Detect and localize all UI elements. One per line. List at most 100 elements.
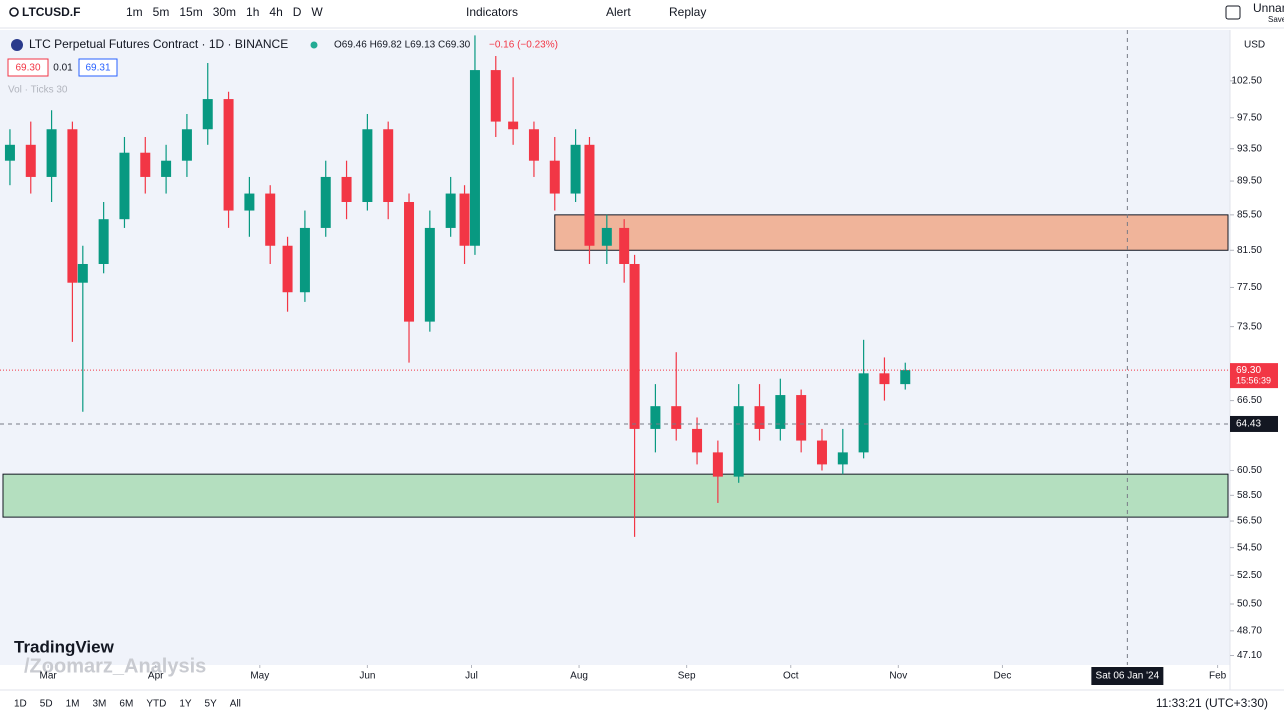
x-tick-label: Aug (570, 671, 588, 682)
x-tick-label: Oct (783, 671, 799, 682)
candle-body (4, 144, 15, 161)
candle-body (469, 70, 480, 246)
ask[interactable]: 69.31 (85, 63, 110, 74)
y-tick-label: 89.50 (1237, 176, 1262, 187)
watermark-author: /Zoomarz_Analysis (24, 655, 206, 677)
range-button[interactable]: 6M (119, 699, 133, 710)
indicators-button[interactable]: Indicators (466, 5, 518, 19)
x-tick-label: Feb (1209, 671, 1227, 682)
search-icon[interactable] (9, 7, 19, 17)
crosshair-date-box (1091, 667, 1164, 685)
range-button[interactable]: 5Y (205, 699, 218, 710)
interval-button[interactable]: 4h (269, 5, 282, 19)
candle-body (140, 152, 151, 177)
y-tick-label: 48.70 (1237, 625, 1262, 636)
candle-body (202, 99, 213, 130)
candle-body (341, 176, 352, 203)
x-tick-label: May (250, 671, 269, 682)
watermark-brand: TradingView (14, 637, 115, 656)
last-price-box (1230, 363, 1278, 389)
candle-body (754, 406, 765, 429)
y-tick-label: 81.50 (1237, 245, 1262, 256)
range-button[interactable]: 1D (14, 699, 27, 710)
interval-button[interactable]: 1m (126, 5, 143, 19)
candle-body (629, 263, 640, 429)
legend-change: −0.16 (−0.23%) (489, 40, 558, 51)
candle-body (265, 193, 276, 246)
y-tick-label: 58.50 (1237, 490, 1262, 501)
crosshair-price-box (1230, 415, 1278, 432)
candle-body (98, 219, 109, 264)
bid-box[interactable] (7, 58, 49, 77)
plot (2, 35, 1229, 537)
legend-title: LTC Perpetual Futures Contract · 1D · BI… (29, 37, 288, 51)
candle-body (858, 373, 869, 453)
symbol[interactable]: LTCUSD.F (22, 5, 80, 19)
candle-body (775, 395, 786, 429)
candle-body (25, 144, 36, 177)
x-tick-label: Nov (889, 671, 907, 682)
candle-body (282, 245, 293, 293)
interval-button[interactable]: 1h (246, 5, 259, 19)
market-status (310, 41, 318, 49)
range-button[interactable]: All (230, 699, 241, 710)
zone (2, 473, 1229, 518)
range-button[interactable]: 5D (40, 699, 53, 710)
interval-button[interactable]: 30m (213, 5, 236, 19)
range-button[interactable]: 1Y (179, 699, 192, 710)
candle-body (650, 406, 661, 429)
y-tick-label: 77.50 (1237, 282, 1262, 293)
range-button[interactable]: YTD (146, 699, 166, 710)
y-tick-label: 73.50 (1237, 321, 1262, 332)
candle-body (692, 428, 703, 453)
x-tick-label: Jul (465, 671, 478, 682)
layout-name[interactable]: Unnamed (1253, 1, 1284, 15)
candle-body (733, 406, 744, 477)
candle-body (712, 452, 723, 477)
candle-body (362, 129, 373, 203)
candle-body (549, 160, 560, 194)
x-tick-label: Apr (148, 671, 164, 682)
candle-body (528, 129, 539, 161)
y-tick-label: 85.50 (1237, 209, 1262, 220)
alert-button[interactable]: Alert (606, 5, 631, 19)
range-button[interactable]: 1M (66, 699, 80, 710)
range-button[interactable]: 3M (93, 699, 107, 710)
volume-legend: Vol · Ticks 30 (8, 85, 68, 96)
save-label[interactable]: Save (1268, 15, 1284, 24)
legend-ohlc: O69.46 H69.82 L69.13 C69.30 (334, 40, 471, 51)
candle-body (244, 193, 255, 211)
layout-icon[interactable] (1225, 5, 1241, 20)
y-tick-label: 60.50 (1237, 465, 1262, 476)
y-tick-label: 66.50 (1237, 395, 1262, 406)
clock: 11:33:21 (UTC+3:30) (1156, 696, 1268, 710)
bid[interactable]: 69.30 (15, 63, 40, 74)
interval-button[interactable]: W (311, 5, 323, 19)
interval-button[interactable]: 5m (153, 5, 170, 19)
replay-button[interactable]: Replay (669, 5, 706, 19)
candle-body (67, 129, 78, 283)
ask-box[interactable] (78, 58, 118, 77)
candle-body (383, 129, 394, 203)
currency[interactable]: USD (1244, 40, 1265, 51)
x-tick-label: Dec (994, 671, 1012, 682)
interval-button[interactable]: 15m (179, 5, 202, 19)
candle-body (619, 227, 630, 264)
x-tick-label: Mar (39, 671, 57, 682)
candle-body (223, 99, 234, 211)
candle-body (601, 227, 612, 246)
candle-body (320, 176, 331, 228)
candle-body (900, 370, 911, 385)
candle-body (570, 144, 581, 194)
interval-button[interactable]: D (293, 5, 302, 19)
x-tick-label: Jun (359, 671, 375, 682)
spread: 0.01 (53, 63, 73, 74)
y-tick-label: 93.50 (1237, 143, 1262, 154)
candle-body (181, 129, 192, 161)
x-tick-label: Sep (678, 671, 696, 682)
y-tick-label: 50.50 (1237, 599, 1262, 610)
crosshair-price: 64.43 (1236, 419, 1261, 430)
candle-body (404, 202, 415, 322)
zone (554, 214, 1229, 251)
candle-body (508, 121, 519, 130)
